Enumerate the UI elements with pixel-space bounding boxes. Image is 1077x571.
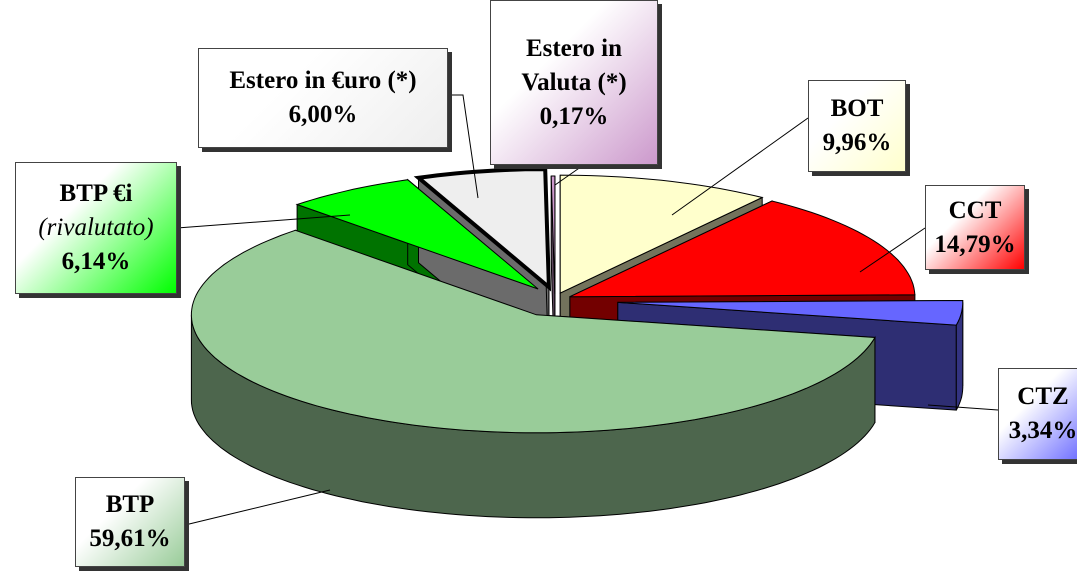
category-label: CCT — [948, 196, 1002, 224]
category-note: (rivalutato) — [38, 214, 154, 241]
value-label: 14,79% — [934, 230, 1016, 258]
slice-label: Estero in €uro (*) 6,00% — [198, 48, 448, 148]
slice-label: CCT 14,79% — [925, 185, 1025, 270]
slice-label: CTZ 3,34% — [998, 368, 1077, 460]
slice — [190, 229, 876, 434]
category-label: CTZ — [1017, 383, 1069, 410]
leader-lines — [176, 94, 999, 526]
category-label: Estero in Valuta (*) — [521, 34, 627, 96]
leader-line — [184, 489, 331, 526]
slice-label: Estero in Valuta (*) 0,17% — [490, 0, 658, 165]
value-label: 3,34% — [1008, 417, 1077, 444]
category-label: BTP €i — [59, 180, 133, 207]
category-label: BOT — [830, 95, 884, 122]
leader-line — [859, 227, 926, 273]
value-label: 6,14% — [61, 248, 131, 275]
slice — [569, 200, 916, 298]
value-label: 59,61% — [89, 525, 171, 552]
leader-line — [448, 94, 479, 199]
leader-line — [671, 117, 809, 216]
slice — [617, 299, 964, 326]
slice-label: BTP 59,61% — [75, 477, 185, 567]
pie-tops — [190, 167, 964, 434]
value-label: 9,96% — [822, 129, 892, 156]
slice-label: BTP €i (rivalutato) 6,14% — [15, 162, 177, 294]
slice-label: BOT 9,96% — [808, 80, 906, 172]
slice — [413, 167, 552, 292]
value-label: 0,17% — [539, 102, 609, 130]
leader-line — [927, 404, 999, 411]
slice — [295, 179, 539, 290]
slice — [550, 175, 556, 295]
category-label: Estero in €uro (*) — [229, 67, 417, 94]
value-label: 6,00% — [288, 101, 358, 128]
leader-line — [176, 214, 351, 229]
category-label: BTP — [105, 491, 155, 518]
slice — [559, 174, 764, 294]
